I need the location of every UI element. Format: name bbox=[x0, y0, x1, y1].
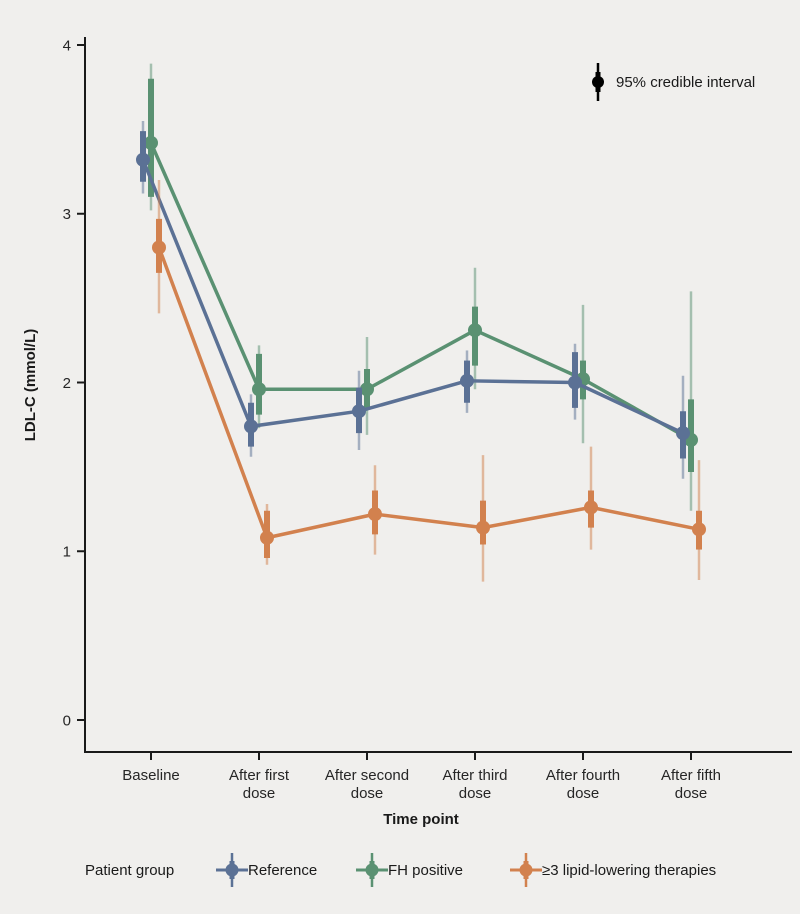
x-tick-label: After second dose bbox=[325, 767, 409, 802]
credible-interval-legend: 95% credible interval bbox=[592, 63, 755, 101]
y-tick-label: 1 bbox=[63, 544, 71, 561]
x-tick-label: After first dose bbox=[229, 767, 290, 802]
data-point bbox=[152, 240, 166, 255]
legend-point-icon bbox=[519, 863, 533, 877]
data-point bbox=[144, 135, 158, 150]
y-tick-label: 2 bbox=[63, 375, 71, 392]
legend-item-label: ≥3 lipid-lowering therapies bbox=[542, 862, 716, 879]
ci-legend-point-icon bbox=[592, 76, 604, 88]
legend-item-label: Reference bbox=[248, 862, 317, 879]
data-point bbox=[568, 375, 582, 390]
series-1 bbox=[144, 63, 698, 511]
data-point bbox=[244, 419, 258, 434]
series-2 bbox=[152, 180, 706, 582]
data-point bbox=[136, 152, 150, 167]
x-tick-label: After fifth dose bbox=[661, 767, 721, 802]
series-line bbox=[149, 142, 692, 442]
legend-item: ≥3 lipid-lowering therapies bbox=[510, 853, 716, 887]
legend-item-label: FH positive bbox=[388, 862, 463, 879]
y-tick-label: 4 bbox=[63, 37, 71, 54]
data-point bbox=[676, 426, 690, 441]
data-point bbox=[584, 500, 598, 515]
y-tick-label: 0 bbox=[63, 712, 71, 729]
patient-group-legend: Patient group Reference FH positive ≥3 lip… bbox=[85, 853, 716, 887]
series-line bbox=[141, 159, 684, 435]
data-point bbox=[352, 404, 366, 419]
series-line bbox=[157, 246, 700, 540]
y-tick-label: 3 bbox=[63, 206, 71, 223]
ci-legend-label: 95% credible interval bbox=[616, 74, 755, 91]
data-point bbox=[368, 507, 382, 522]
x-tick-label: Baseline bbox=[122, 767, 180, 784]
legend-point-icon bbox=[225, 863, 239, 877]
data-point bbox=[468, 323, 482, 338]
legend-title: Patient group bbox=[85, 862, 174, 879]
data-series bbox=[136, 63, 706, 582]
data-point bbox=[460, 373, 474, 388]
legend-item: FH positive bbox=[356, 853, 463, 887]
data-point bbox=[692, 522, 706, 537]
data-point bbox=[260, 530, 274, 545]
data-point bbox=[360, 382, 374, 397]
legend-item: Reference bbox=[216, 853, 317, 887]
axes: 0 1 2 3 4 Baseline After first dose After second… bbox=[63, 37, 792, 802]
x-axis-title: Time point bbox=[383, 811, 459, 828]
series-0 bbox=[136, 120, 690, 479]
x-tick-label: After fourth dose bbox=[546, 767, 620, 802]
data-point bbox=[476, 520, 490, 535]
data-point bbox=[252, 382, 266, 397]
legend-point-icon bbox=[365, 863, 379, 877]
x-tick-label: After third dose bbox=[442, 767, 507, 802]
y-axis-title: LDL-C (mmol/L) bbox=[22, 329, 39, 441]
